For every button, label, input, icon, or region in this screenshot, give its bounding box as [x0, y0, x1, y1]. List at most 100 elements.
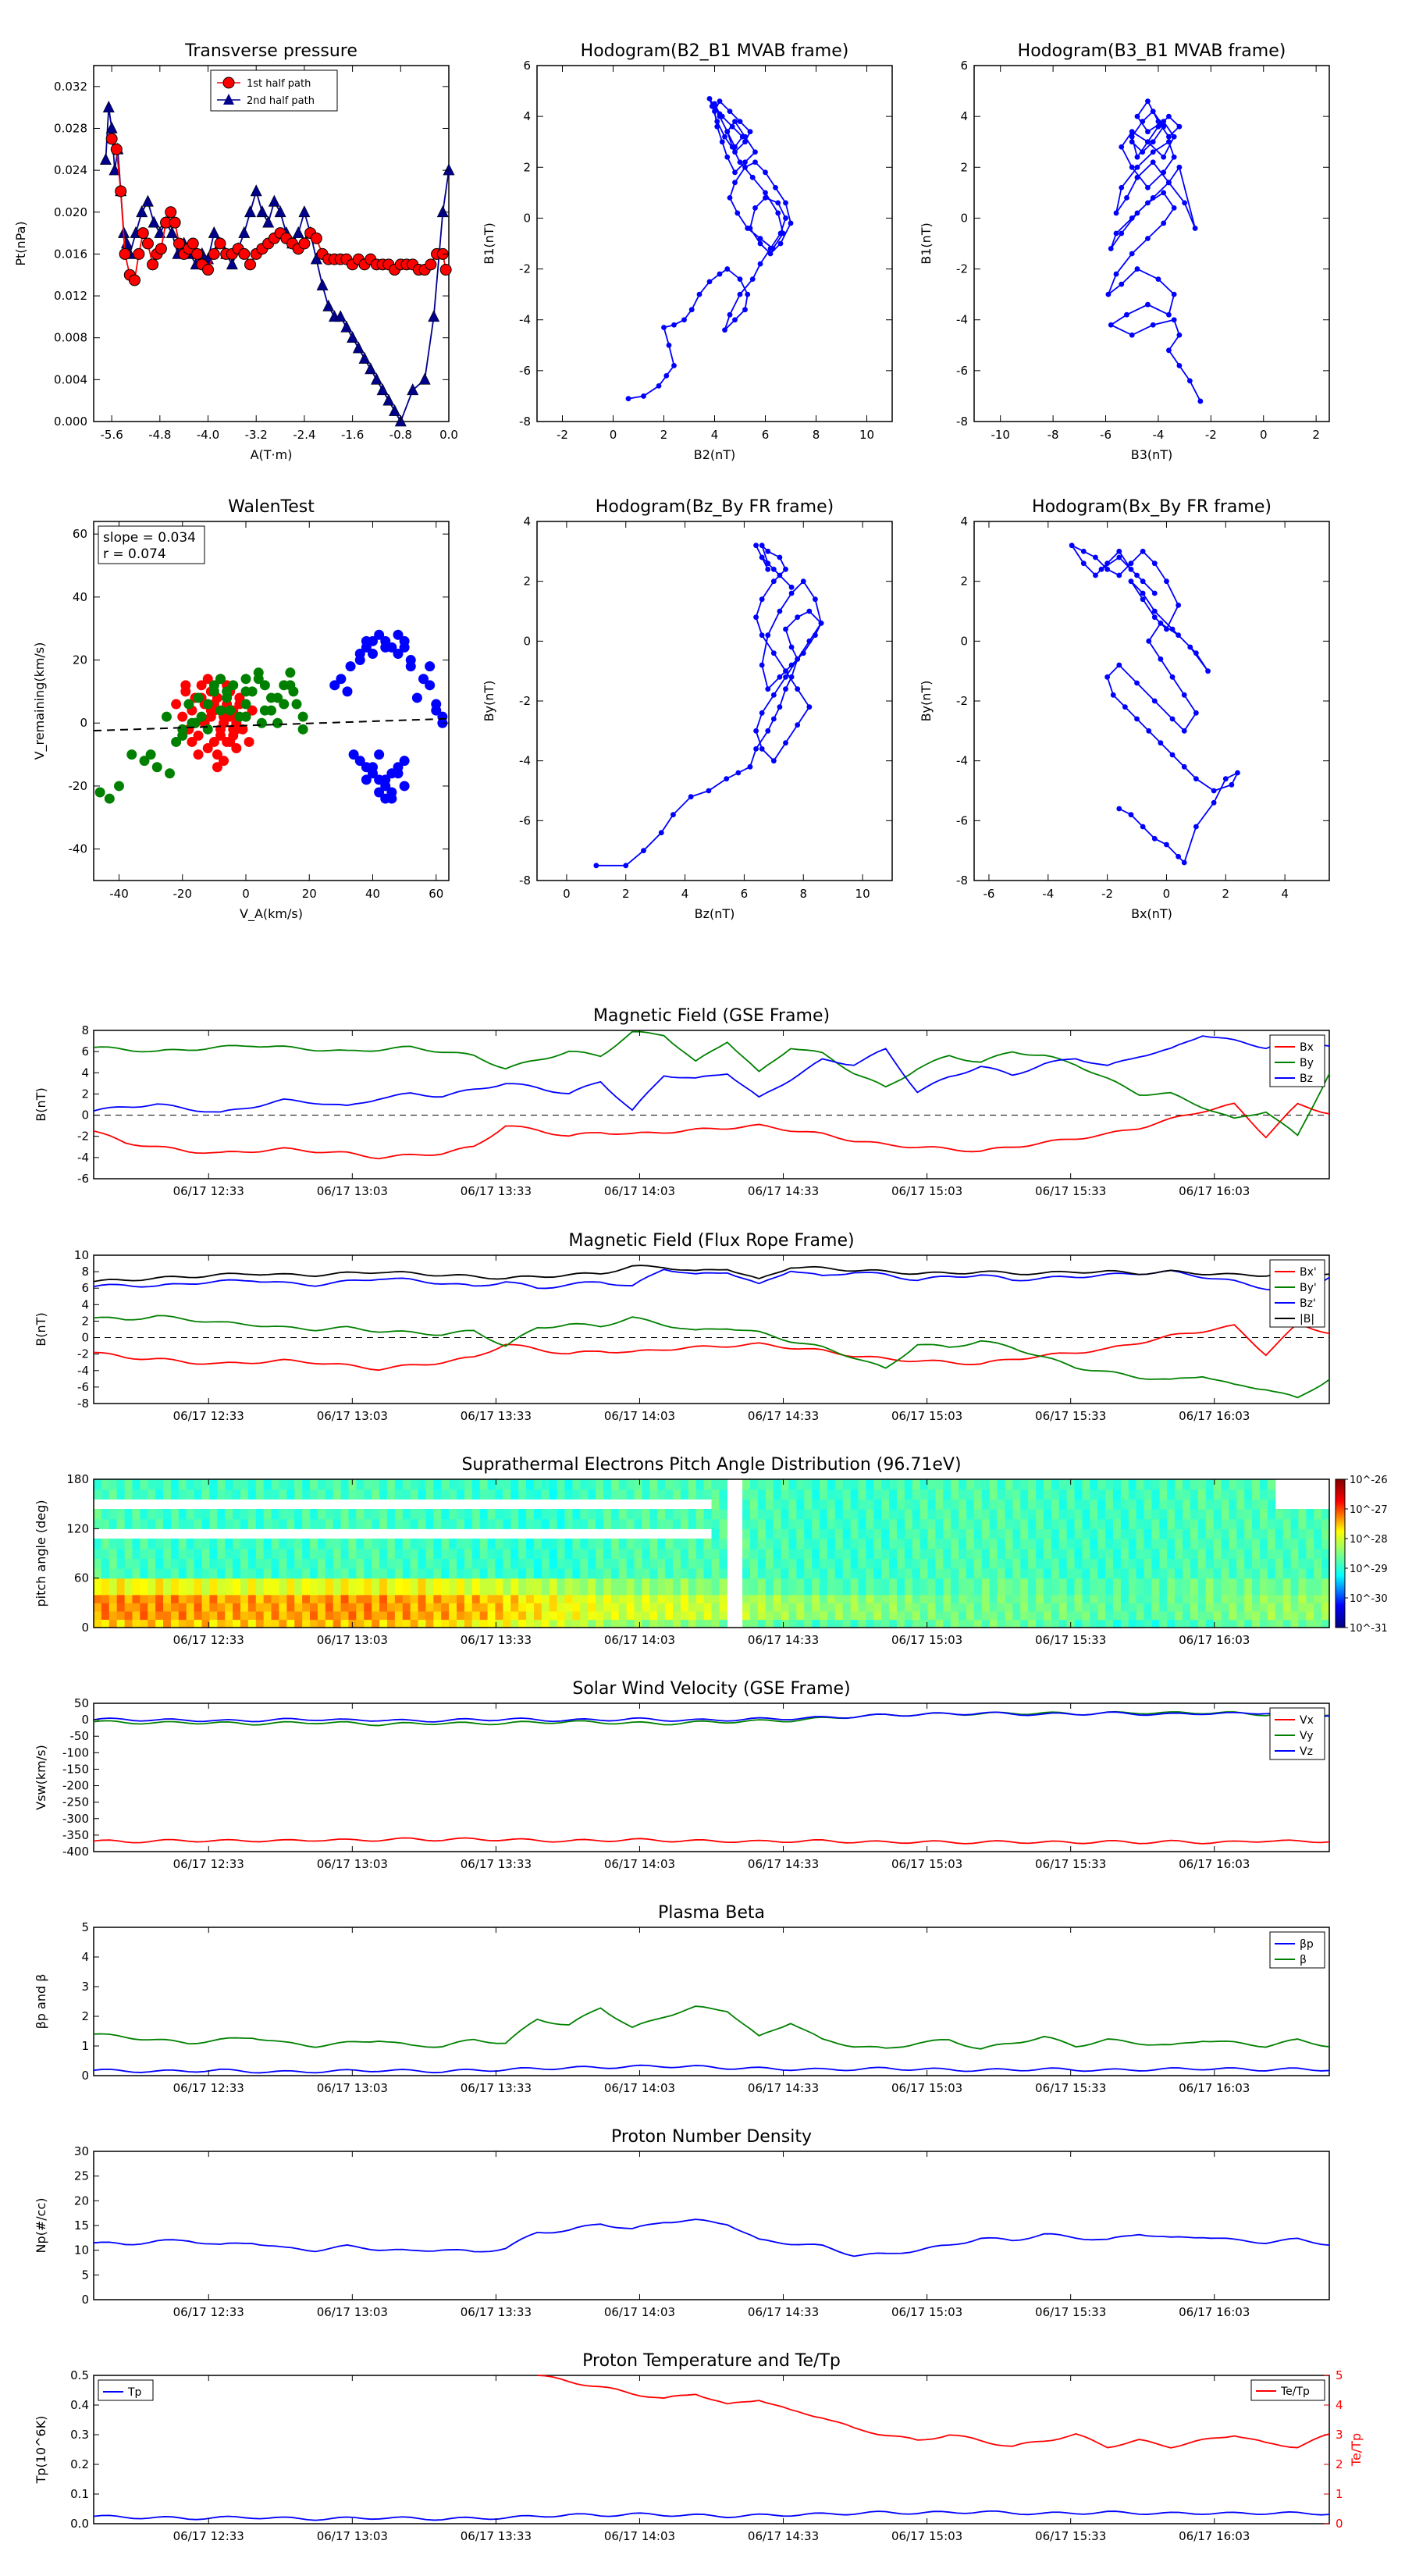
x-tick-label: 60: [429, 887, 443, 901]
heatmap-cell: [850, 1619, 859, 1628]
ts_pad-frame: [93, 1478, 1330, 1628]
y-tick-label: 6: [523, 59, 531, 73]
heatmap-cell: [981, 1539, 991, 1550]
heatmap-cell: [842, 1568, 852, 1579]
walen-frame: [93, 521, 450, 881]
heatmap-cell: [101, 1489, 110, 1500]
data-point: [732, 119, 738, 125]
heatmap-cell: [479, 1619, 489, 1628]
legend-label: Bz: [1300, 1073, 1313, 1085]
heatmap-cell: [209, 1479, 218, 1490]
heatmap-cell: [951, 1568, 959, 1579]
heatmap-cell: [1082, 1539, 1090, 1550]
heatmap-cell: [1306, 1619, 1314, 1628]
heatmap-cell: [233, 1619, 241, 1628]
heatmap-cell: [912, 1518, 921, 1529]
heatmap-cell: [873, 1548, 882, 1559]
heatmap-cell: [1229, 1610, 1237, 1621]
heatmap-cell: [1074, 1499, 1083, 1510]
heatmap-cell: [1105, 1610, 1114, 1621]
heatmap-cell: [240, 1594, 249, 1603]
heatmap-cell: [1074, 1539, 1083, 1550]
heatmap-cell: [564, 1558, 574, 1569]
heatmap-cell: [1183, 1603, 1191, 1612]
heatmap-cell: [1005, 1619, 1013, 1628]
heatmap-cell: [1020, 1603, 1029, 1612]
heatmap-cell: [479, 1610, 489, 1621]
heatmap-cell: [386, 1619, 396, 1628]
heatmap-cell: [433, 1610, 442, 1621]
series-line: [1069, 543, 1240, 864]
heatmap-cell: [1159, 1509, 1168, 1520]
heatmap-cell: [1190, 1558, 1199, 1569]
heatmap-cell: [1167, 1518, 1176, 1529]
heatmap-cell: [449, 1479, 457, 1490]
heatmap-cell: [1136, 1539, 1145, 1550]
heatmap-cell: [1043, 1518, 1052, 1529]
data-point: [1104, 560, 1111, 567]
heatmap-cell: [1036, 1578, 1044, 1596]
data-point: [347, 331, 359, 343]
heatmap-cell: [449, 1558, 457, 1569]
heatmap-cell: [804, 1509, 813, 1520]
heatmap-cell: [1066, 1499, 1076, 1510]
heatmap-cell: [464, 1479, 473, 1490]
heatmap-cell: [1066, 1594, 1076, 1603]
heatmap-cell: [812, 1518, 820, 1529]
heatmap-cell: [94, 1578, 102, 1596]
heatmap-cell: [749, 1518, 759, 1529]
heatmap-cell: [170, 1610, 180, 1621]
heatmap-cell: [1097, 1479, 1106, 1490]
y-tick-label: 50: [74, 1696, 89, 1710]
heatmap-cell: [912, 1539, 921, 1550]
heatmap-cell: [959, 1594, 967, 1603]
heatmap-cell: [842, 1548, 852, 1559]
heatmap-cell: [603, 1518, 612, 1529]
heatmap-cell: [634, 1548, 643, 1559]
heatmap-cell: [873, 1558, 882, 1569]
heatmap-cell: [1036, 1479, 1044, 1490]
heatmap-cell: [255, 1509, 265, 1520]
y-tick-label: 2: [960, 160, 968, 174]
heatmap-cell: [719, 1479, 727, 1490]
heatmap-cell: [1051, 1610, 1060, 1621]
y-tick-label-right: 0: [1336, 2517, 1343, 2531]
heatmap-cell: [487, 1578, 496, 1596]
legend: βpβ: [1269, 1931, 1325, 1969]
colorbar-tick-label: 10^-28: [1350, 1534, 1388, 1546]
heatmap-cell: [124, 1539, 133, 1550]
heatmap-cell: [140, 1518, 148, 1529]
heatmap-cell: [340, 1539, 350, 1550]
heatmap-cell: [194, 1610, 203, 1621]
heatmap-cell: [140, 1603, 148, 1612]
heatmap-cell: [1282, 1568, 1292, 1579]
heatmap-cell: [688, 1548, 697, 1559]
heatmap-cell: [510, 1610, 519, 1621]
heatmap-cell: [850, 1548, 859, 1559]
heatmap-cell: [471, 1548, 481, 1559]
heatmap-cell: [981, 1594, 991, 1603]
data-point: [763, 190, 768, 196]
heatmap-cell: [943, 1528, 951, 1539]
heatmap-cell: [788, 1489, 797, 1500]
heatmap-cell: [1190, 1539, 1199, 1550]
heatmap-cell: [1252, 1509, 1261, 1520]
data-point: [1140, 578, 1146, 585]
heatmap-cell: [866, 1610, 874, 1621]
data-point: [1166, 311, 1172, 318]
heatmap-cell: [140, 1539, 148, 1550]
heatmap-cell: [386, 1578, 396, 1596]
heatmap-cell: [410, 1568, 419, 1579]
data-point: [1116, 548, 1122, 554]
data-point: [773, 184, 778, 190]
data-point: [1176, 362, 1183, 368]
data-point: [240, 674, 251, 685]
data-point: [783, 566, 788, 572]
heatmap-cell: [101, 1568, 110, 1579]
heatmap-cell: [889, 1568, 898, 1579]
x-axis-label: A(T·m): [251, 447, 293, 462]
heatmap-cell: [896, 1558, 905, 1569]
heatmap-cell: [1144, 1558, 1153, 1569]
heatmap-cell: [1298, 1528, 1307, 1539]
heatmap-cell: [834, 1518, 844, 1529]
